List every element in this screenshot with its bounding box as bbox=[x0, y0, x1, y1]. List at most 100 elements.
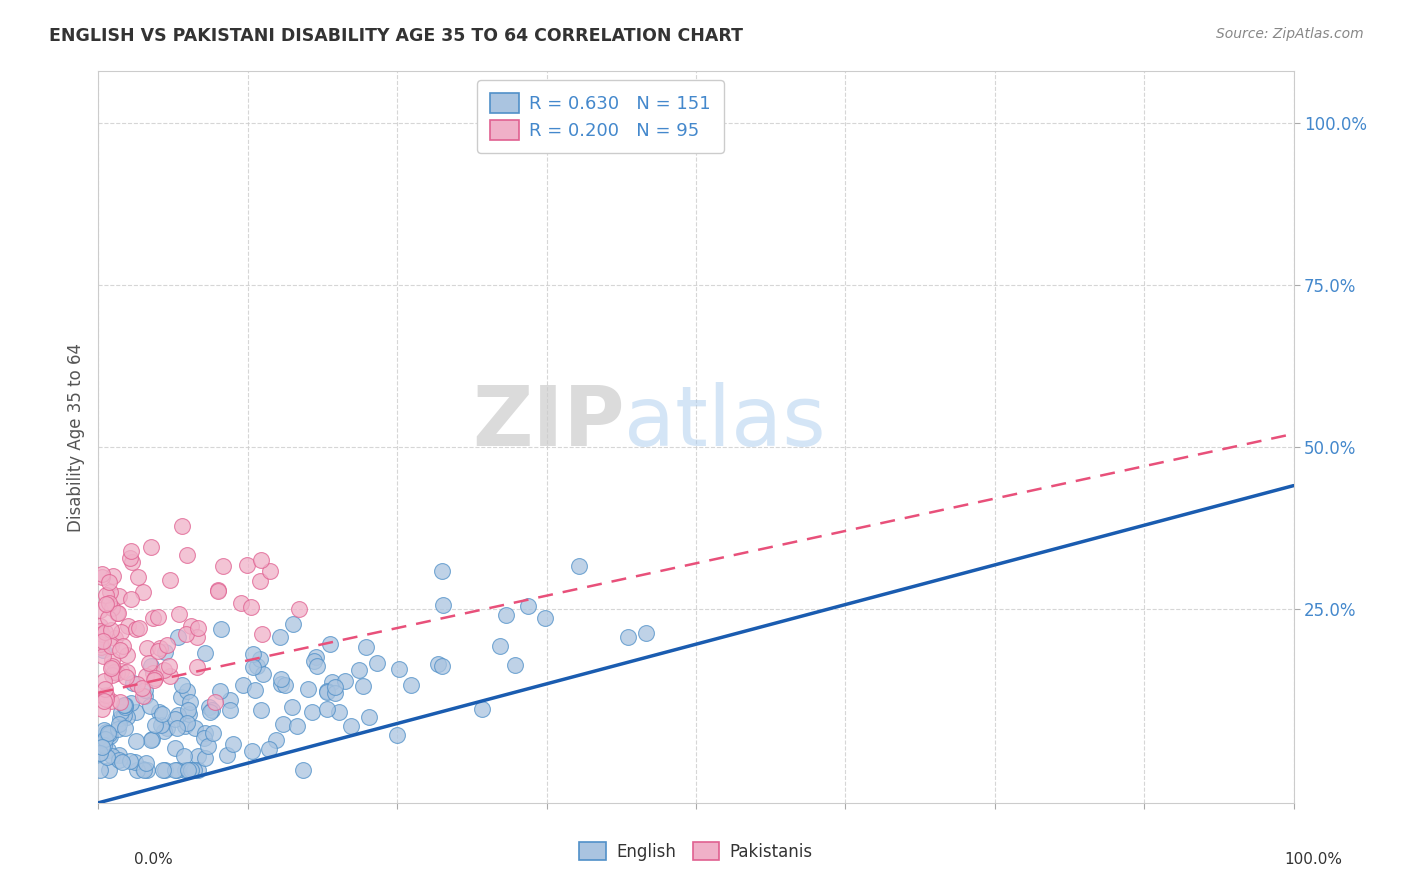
Point bbox=[100, 661, 122, 675]
Point bbox=[101, 569, 124, 583]
Point bbox=[97, 727, 120, 741]
Point bbox=[91, 567, 114, 582]
Point bbox=[97, 575, 120, 590]
Point bbox=[143, 718, 166, 732]
Point bbox=[107, 722, 129, 736]
Point bbox=[117, 619, 139, 633]
Point bbox=[150, 707, 173, 722]
Point bbox=[287, 719, 309, 733]
Point bbox=[94, 732, 117, 747]
Point bbox=[388, 662, 411, 676]
Point bbox=[176, 548, 198, 562]
Point bbox=[201, 703, 224, 717]
Point bbox=[91, 732, 114, 747]
Point bbox=[108, 643, 131, 657]
Point bbox=[259, 564, 281, 578]
Point bbox=[98, 764, 121, 778]
Point bbox=[204, 695, 226, 709]
Point bbox=[180, 764, 202, 778]
Point bbox=[568, 558, 591, 573]
Point bbox=[124, 756, 146, 770]
Point bbox=[89, 629, 111, 643]
Point bbox=[634, 626, 657, 640]
Point bbox=[427, 657, 450, 671]
Point bbox=[108, 747, 131, 762]
Point bbox=[93, 649, 115, 664]
Point bbox=[387, 728, 409, 742]
Point bbox=[153, 645, 176, 659]
Point bbox=[138, 656, 160, 670]
Point bbox=[89, 603, 111, 617]
Point bbox=[141, 659, 163, 673]
Point bbox=[517, 599, 540, 613]
Point bbox=[207, 584, 229, 599]
Point bbox=[432, 658, 454, 673]
Point bbox=[94, 692, 117, 706]
Point bbox=[107, 717, 129, 731]
Point bbox=[89, 619, 111, 633]
Point bbox=[488, 639, 510, 653]
Point bbox=[167, 630, 190, 644]
Point bbox=[118, 754, 141, 768]
Point bbox=[180, 618, 202, 632]
Point bbox=[127, 677, 149, 691]
Point bbox=[97, 726, 120, 740]
Point bbox=[156, 638, 179, 652]
Point bbox=[132, 763, 155, 777]
Point bbox=[152, 764, 174, 778]
Point bbox=[249, 552, 271, 566]
Point bbox=[246, 659, 269, 673]
Point bbox=[321, 675, 343, 690]
Point bbox=[110, 624, 132, 639]
Point bbox=[131, 681, 153, 695]
Point bbox=[112, 639, 135, 653]
Point bbox=[166, 721, 188, 735]
Point bbox=[170, 519, 193, 533]
Point bbox=[240, 600, 263, 615]
Point bbox=[401, 678, 423, 692]
Point bbox=[108, 589, 131, 603]
Point bbox=[170, 690, 193, 704]
Point bbox=[357, 710, 380, 724]
Point bbox=[165, 764, 187, 778]
Point bbox=[218, 703, 240, 717]
Point bbox=[89, 624, 111, 639]
Point bbox=[98, 596, 121, 610]
Point bbox=[165, 712, 187, 726]
Point bbox=[495, 607, 517, 622]
Point bbox=[134, 764, 156, 778]
Point bbox=[250, 703, 273, 717]
Point bbox=[141, 540, 163, 554]
Point bbox=[177, 706, 200, 721]
Point bbox=[101, 601, 124, 615]
Point bbox=[157, 658, 180, 673]
Point bbox=[107, 606, 129, 620]
Point bbox=[104, 631, 127, 645]
Point bbox=[183, 764, 205, 778]
Point bbox=[249, 652, 271, 666]
Point bbox=[198, 700, 221, 714]
Point bbox=[271, 716, 294, 731]
Point bbox=[118, 551, 141, 566]
Point bbox=[366, 656, 388, 670]
Point bbox=[142, 610, 165, 624]
Point bbox=[96, 725, 118, 739]
Point bbox=[184, 722, 207, 736]
Point bbox=[146, 610, 169, 624]
Point bbox=[94, 688, 117, 702]
Point bbox=[316, 685, 339, 699]
Point bbox=[98, 729, 121, 743]
Point bbox=[125, 705, 148, 719]
Point bbox=[186, 660, 208, 674]
Point bbox=[323, 686, 346, 700]
Point bbox=[134, 689, 156, 703]
Point bbox=[323, 680, 346, 694]
Point bbox=[533, 611, 555, 625]
Point bbox=[89, 637, 111, 651]
Point bbox=[264, 733, 287, 747]
Point bbox=[138, 698, 160, 713]
Point bbox=[135, 668, 157, 682]
Point bbox=[105, 606, 128, 620]
Text: 0.0%: 0.0% bbox=[134, 852, 173, 867]
Point bbox=[103, 665, 125, 679]
